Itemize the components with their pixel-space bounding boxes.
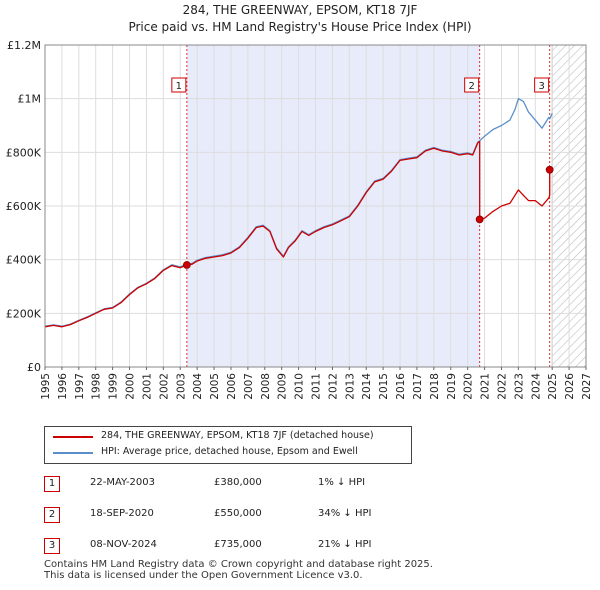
sale-number-label: 3 bbox=[538, 81, 544, 92]
transaction-number: 2 bbox=[44, 507, 60, 523]
legend-property-swatch bbox=[53, 436, 93, 438]
transaction-date: 08-NOV-2024 bbox=[90, 539, 157, 550]
x-tick-label: 2002 bbox=[158, 373, 170, 400]
chart-subtitle: Price paid vs. HM Land Registry's House … bbox=[128, 20, 472, 34]
x-tick-label: 2007 bbox=[243, 373, 255, 400]
sale-point bbox=[182, 261, 191, 269]
x-tick-label: 2010 bbox=[294, 373, 306, 400]
x-tick-label: 1996 bbox=[57, 373, 69, 400]
legend-item-property: 284, THE GREENWAY, EPSOM, KT18 7JF (deta… bbox=[45, 430, 411, 444]
x-tick-label: 2012 bbox=[327, 373, 339, 400]
x-tick-label: 2018 bbox=[429, 373, 441, 400]
x-tick-label: 1995 bbox=[40, 373, 52, 400]
y-tick-label: £400K bbox=[6, 254, 42, 267]
x-tick-label: 2006 bbox=[226, 373, 238, 400]
transaction-date: 22-MAY-2003 bbox=[90, 477, 156, 488]
legend: 284, THE GREENWAY, EPSOM, KT18 7JF (deta… bbox=[44, 426, 412, 464]
transaction-price: £550,000 bbox=[214, 508, 262, 519]
legend-hpi-label: HPI: Average price, detached house, Epso… bbox=[101, 446, 358, 457]
price-chart: 1 2 3 £0 £200K £400K £600K £800K £1M £1.2M 1995 199… bbox=[6, 39, 593, 400]
legend-hpi-swatch bbox=[53, 452, 93, 454]
footer-copyright: Contains HM Land Registry data © Crown c… bbox=[44, 559, 433, 570]
x-tick-label: 2015 bbox=[378, 373, 390, 400]
x-tick-label: 2016 bbox=[395, 373, 407, 400]
x-tick-label: 1997 bbox=[74, 373, 86, 400]
x-tick-label: 1998 bbox=[91, 373, 103, 400]
transaction-hpi: 21% ↓ HPI bbox=[318, 539, 372, 550]
y-tick-label: £200K bbox=[6, 307, 42, 320]
x-tick-label: 2001 bbox=[141, 373, 153, 400]
x-tick-label: 2021 bbox=[480, 373, 492, 400]
y-tick-label: £0 bbox=[27, 361, 41, 374]
sale-point bbox=[545, 165, 554, 174]
sale-number-label: 2 bbox=[468, 81, 474, 92]
transaction-price: £380,000 bbox=[214, 477, 262, 488]
x-tick-label: 2004 bbox=[192, 373, 204, 400]
y-tick-label: £1M bbox=[18, 93, 42, 106]
footer: Contains HM Land Registry data © Crown c… bbox=[44, 559, 433, 581]
transaction-row: 3 08-NOV-2024 £735,000 21% ↓ HPI bbox=[0, 538, 600, 558]
legend-item-hpi: HPI: Average price, detached house, Epso… bbox=[45, 446, 411, 460]
transaction-hpi: 1% ↓ HPI bbox=[318, 477, 366, 488]
transaction-number: 1 bbox=[44, 476, 60, 492]
x-tick-label: 2023 bbox=[513, 373, 525, 400]
x-tick-label: 2003 bbox=[175, 373, 187, 400]
transaction-price: £735,000 bbox=[214, 539, 262, 550]
x-tick-label: 2025 bbox=[547, 373, 559, 400]
sale-point bbox=[475, 215, 484, 224]
x-tick-label: 2026 bbox=[564, 373, 576, 400]
transaction-number: 3 bbox=[44, 538, 60, 554]
sale-number-box bbox=[464, 77, 480, 93]
y-tick-label: £1.2M bbox=[7, 39, 41, 52]
x-tick-label: 2008 bbox=[260, 373, 272, 400]
x-tick-label: 2022 bbox=[496, 373, 508, 400]
x-tick-label: 2014 bbox=[361, 373, 373, 400]
legend-property-label: 284, THE GREENWAY, EPSOM, KT18 7JF (deta… bbox=[101, 430, 374, 441]
transaction-row: 2 18-SEP-2020 £550,000 34% ↓ HPI bbox=[0, 507, 600, 527]
x-tick-label: 2013 bbox=[344, 373, 356, 400]
transaction-row: 1 22-MAY-2003 £380,000 1% ↓ HPI bbox=[0, 476, 600, 496]
x-tick-label: 2019 bbox=[446, 373, 458, 400]
x-tick-label: 2000 bbox=[125, 373, 137, 400]
x-tick-label: 2005 bbox=[209, 373, 221, 400]
sale-number-box bbox=[171, 77, 187, 93]
sale-number-box bbox=[534, 77, 550, 93]
series-line-property bbox=[45, 140, 553, 328]
x-tick-label: 2027 bbox=[581, 373, 593, 400]
y-tick-label: £800K bbox=[6, 146, 42, 159]
x-tick-label: 2011 bbox=[311, 373, 323, 400]
y-tick-label: £600K bbox=[6, 200, 42, 213]
chart-title: 284, THE GREENWAY, EPSOM, KT18 7JF bbox=[182, 3, 418, 17]
sale-number-label: 1 bbox=[176, 81, 182, 92]
x-tick-label: 2024 bbox=[530, 373, 542, 400]
x-tick-label: 1999 bbox=[108, 373, 120, 400]
transaction-hpi: 34% ↓ HPI bbox=[318, 508, 372, 519]
x-tick-label: 2020 bbox=[463, 373, 475, 400]
footer-licence: This data is licensed under the Open Gov… bbox=[44, 570, 363, 581]
transaction-date: 18-SEP-2020 bbox=[90, 508, 154, 519]
x-tick-label: 2017 bbox=[412, 373, 424, 400]
x-tick-label: 2009 bbox=[277, 373, 289, 400]
